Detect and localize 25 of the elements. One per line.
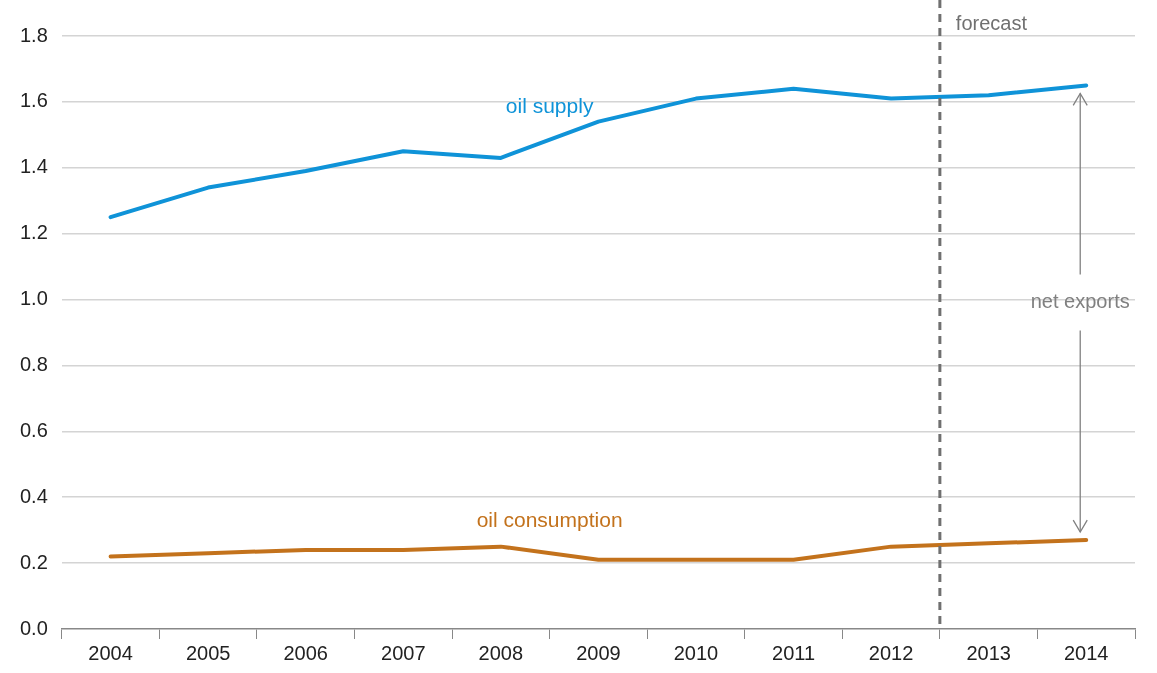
x-tick-label: 2014: [1063, 641, 1109, 664]
y-tick-label: 0.4: [19, 484, 48, 507]
x-tick-label: 2011: [772, 641, 816, 664]
y-tick-label: 1.2: [19, 221, 48, 244]
y-tick-label: 0.2: [19, 550, 48, 573]
y-tick-label: 0.6: [19, 418, 48, 441]
x-tick-label: 2009: [576, 641, 621, 664]
ref-line-label: forecast: [955, 11, 1028, 34]
y-tick-label: 1.0: [19, 287, 48, 310]
x-tick-label: 2008: [478, 641, 524, 664]
x-tick-label: 2004: [88, 641, 133, 664]
x-tick-label: 2005: [185, 641, 231, 664]
y-tick-label: 1.4: [19, 155, 48, 178]
annotation: net exports: [1030, 290, 1130, 313]
y-tick-label: 0.0: [19, 616, 48, 639]
x-tick-label: 2010: [673, 641, 719, 664]
y-tick-label: 1.6: [19, 89, 48, 112]
y-tick-label: 0.8: [19, 352, 48, 375]
y-tick-label: 1.8: [19, 23, 48, 46]
x-tick-label: 2013: [966, 641, 1011, 664]
x-tick-label: 2006: [283, 641, 328, 664]
series-label: oil consumption: [476, 507, 623, 531]
x-tick-label: 2007: [381, 641, 426, 664]
series-label: oil supply: [505, 94, 594, 118]
x-tick-label: 2012: [868, 641, 914, 664]
